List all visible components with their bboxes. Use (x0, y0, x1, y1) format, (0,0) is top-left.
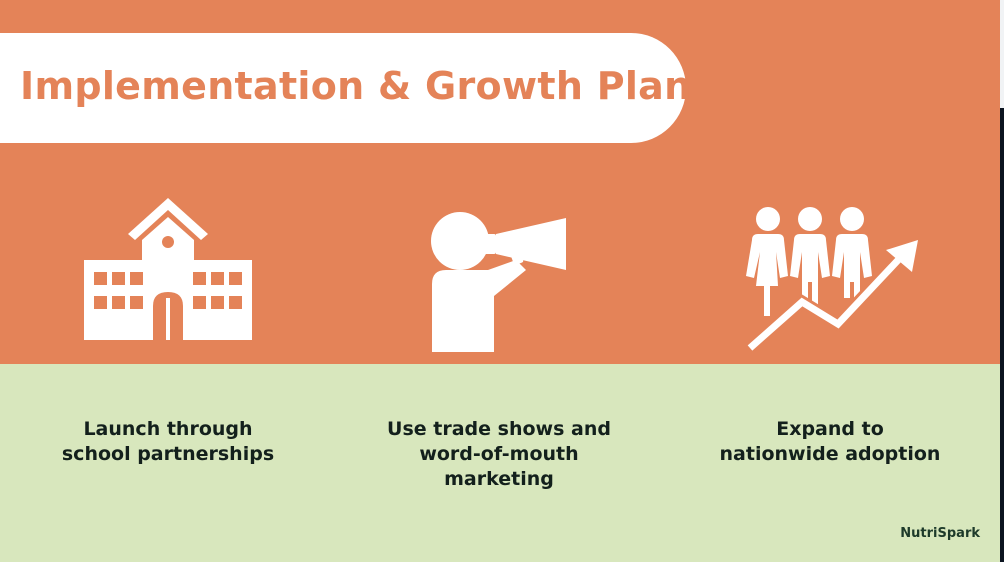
step-2-caption: Use trade shows and word-of-mouth market… (349, 417, 649, 492)
caption-line: school partnerships (61, 443, 275, 465)
caption-line: Expand to (776, 418, 884, 440)
caption-line: Launch through (83, 418, 253, 440)
step-3-caption: Expand to nationwide adoption (680, 417, 980, 467)
people-growth-arrow-icon (742, 206, 922, 354)
megaphone-person-icon (430, 212, 570, 354)
caption-line: Use trade shows and (387, 418, 611, 440)
page-title: Implementation & Growth Plan (20, 64, 692, 108)
window-edge (1000, 0, 1004, 562)
bottom-band (0, 364, 1000, 562)
step-1-caption: Launch through school partnerships (18, 417, 318, 467)
window-edge-top (1000, 0, 1004, 108)
caption-line: nationwide adoption (719, 443, 941, 465)
caption-line: word-of-mouth (419, 443, 579, 465)
brand-logo: NutriSpark (900, 526, 980, 541)
caption-line: marketing (444, 468, 554, 490)
title-pill (0, 33, 686, 143)
school-building-icon (84, 194, 252, 340)
